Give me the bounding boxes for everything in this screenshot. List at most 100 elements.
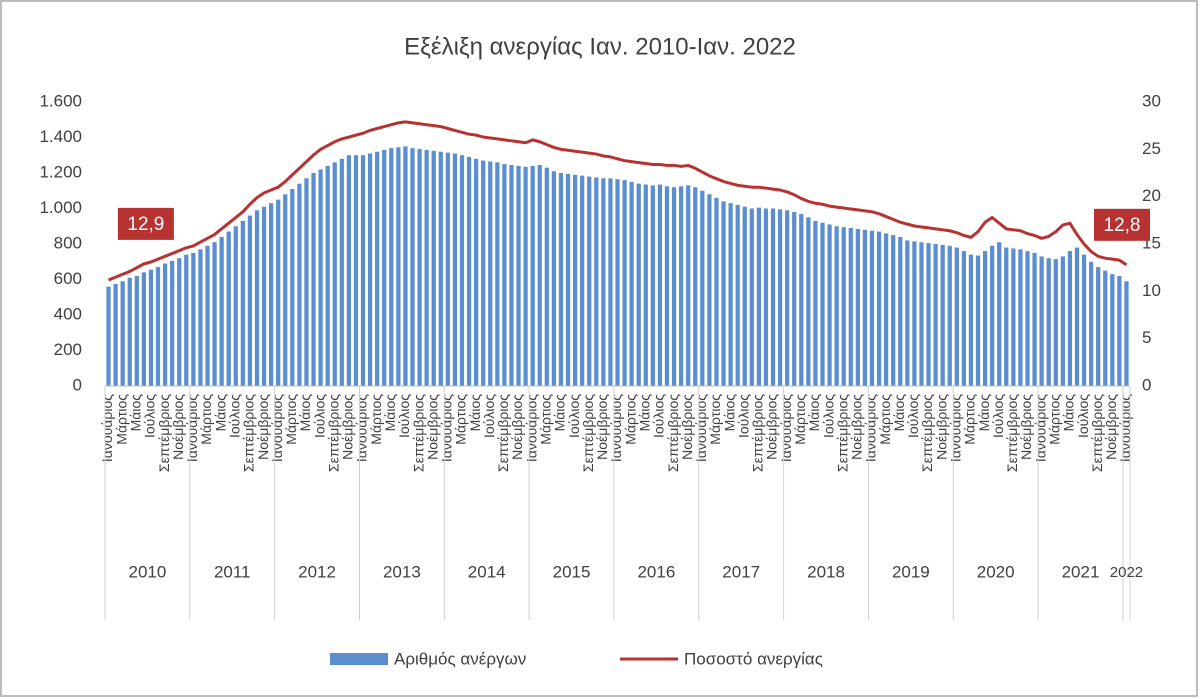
bar	[1081, 254, 1087, 386]
x-tick-label: Σεπτέμβριος	[495, 394, 511, 472]
bar	[735, 204, 740, 386]
y2-tick-label: 25	[1142, 139, 1161, 158]
x-tick-label: Ιούλιος	[651, 394, 667, 438]
bar	[488, 161, 493, 386]
x-tick-label: Μάρτιος	[792, 394, 808, 445]
x-tick-label: Μάρτιος	[622, 394, 638, 445]
bar	[622, 180, 627, 386]
x-tick-label: Ιανουάριος	[863, 394, 879, 462]
x-tick-label: Ιούλιος	[735, 394, 751, 438]
bar	[339, 158, 344, 386]
x-tick-label: Σεπτέμβριος	[1004, 394, 1020, 472]
year-label: 2015	[553, 562, 591, 581]
bar	[636, 183, 641, 386]
bar	[721, 201, 726, 386]
bar	[226, 231, 231, 386]
x-tick-label: Νοέμβριος	[340, 394, 356, 460]
bar	[530, 165, 535, 386]
bar	[481, 160, 486, 386]
x-tick-label: Σεπτέμβριος	[580, 394, 596, 472]
bar	[756, 207, 761, 386]
bar	[247, 215, 253, 386]
line	[107, 120, 1128, 282]
bar	[311, 173, 316, 386]
bar	[375, 151, 380, 386]
bar	[396, 147, 401, 386]
bar	[643, 184, 648, 386]
x-tick-label: Μάιος	[128, 394, 144, 432]
bar	[777, 209, 783, 386]
y-tick-label: 0	[73, 375, 82, 394]
x-tick-label: Μάρτιος	[113, 394, 129, 445]
data-label-box	[117, 207, 174, 240]
bar	[947, 245, 952, 386]
bar	[742, 206, 747, 386]
bar	[876, 231, 882, 386]
bar	[410, 148, 415, 386]
x-tick-label: Μάιος	[212, 394, 228, 432]
year-label: 2016	[637, 562, 675, 581]
bar	[155, 267, 161, 386]
bar	[997, 242, 1002, 386]
bar	[940, 244, 945, 386]
bar	[679, 186, 684, 386]
bar	[869, 230, 875, 386]
y-tick-label: 200	[54, 340, 82, 359]
x-tick-label: Μάιος	[1061, 394, 1077, 432]
x-tick-label: Μάιος	[552, 394, 568, 432]
bar	[884, 233, 889, 386]
bar	[382, 149, 387, 386]
y-tick-label: 400	[54, 304, 82, 323]
bar	[785, 210, 790, 386]
bar	[572, 174, 578, 386]
bar	[1025, 251, 1030, 386]
bar	[700, 190, 705, 386]
x-tick-label: Νοέμβριος	[509, 394, 525, 460]
bar	[841, 227, 846, 386]
y-tick-label: 1.000	[39, 198, 82, 217]
bar	[1053, 259, 1058, 386]
bar	[1032, 252, 1037, 386]
x-tick-label: Ιανουάριος	[269, 394, 285, 462]
y2-tick-label: 20	[1142, 186, 1161, 205]
x-tick-label: Ιούλιος	[226, 394, 242, 438]
bar	[283, 194, 288, 386]
bar	[601, 178, 606, 386]
y2-tick-label: 10	[1142, 281, 1161, 300]
x-tick-label: Ιούλιος	[820, 394, 836, 438]
year-label: 2018	[807, 562, 845, 581]
bar	[1060, 256, 1065, 386]
bar	[650, 185, 655, 386]
bar	[290, 188, 295, 386]
x-tick-label: Μάιος	[721, 394, 737, 432]
bar	[162, 263, 168, 386]
bar	[926, 243, 931, 386]
bar	[141, 272, 146, 386]
bar	[191, 252, 196, 386]
bar	[1067, 251, 1073, 386]
x-tick-label: Μάρτιος	[538, 394, 554, 445]
legend-swatch	[330, 653, 388, 665]
bar	[855, 228, 860, 386]
y-tick-label: 600	[54, 269, 82, 288]
bar	[615, 179, 620, 386]
bar	[184, 254, 189, 386]
bar	[134, 275, 139, 386]
bar	[933, 244, 938, 386]
y2-tick-label: 0	[1142, 375, 1151, 394]
legend-label: Ποσοστό ανεργίας	[684, 649, 823, 668]
bar	[240, 220, 245, 386]
bar	[1096, 267, 1101, 386]
bar	[594, 177, 599, 386]
x-tick-label: Ιανουάριος	[608, 394, 624, 462]
x-tick-label: Νοέμβριος	[679, 394, 695, 460]
y-tick-label: 1.600	[39, 91, 82, 110]
bar	[360, 155, 366, 386]
bar	[770, 208, 776, 386]
bar	[417, 149, 422, 386]
x-tick-label: Νοέμβριος	[849, 394, 865, 460]
year-label: 2019	[892, 562, 930, 581]
x-tick-label: Ιούλιος	[566, 394, 582, 438]
x-tick-label: Μάρτιος	[707, 394, 723, 445]
bar	[346, 155, 351, 386]
